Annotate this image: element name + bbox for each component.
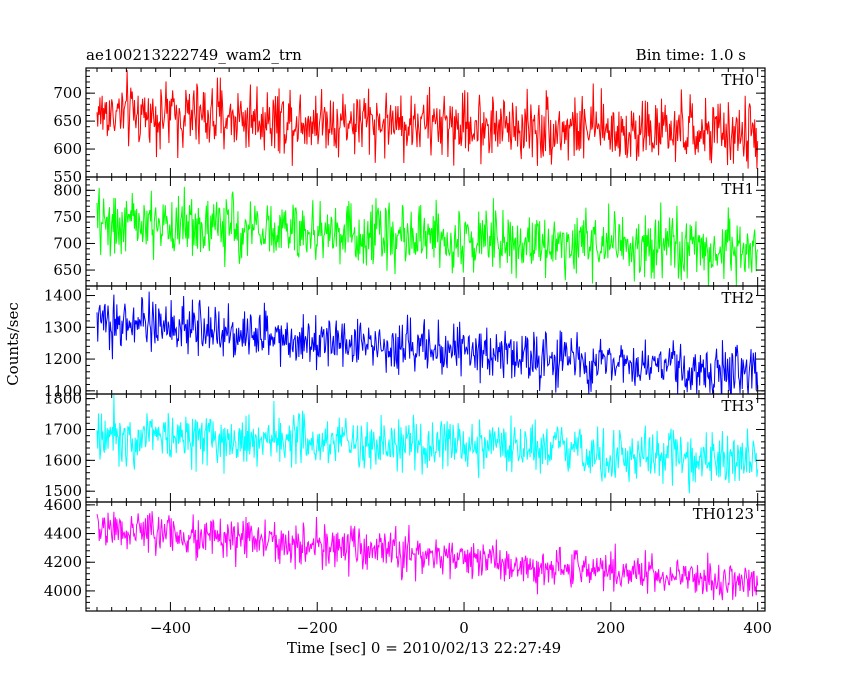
series-line-th2 [96, 291, 759, 394]
x-tick-label: −200 [297, 619, 338, 637]
series-line-th1 [96, 186, 759, 286]
x-tick-label: −400 [150, 619, 191, 637]
y-tick-label: 600 [53, 140, 82, 158]
y-tick-label: 4000 [44, 582, 82, 600]
x-tick-label: 0 [459, 619, 469, 637]
y-tick-label: 550 [53, 168, 82, 186]
y-tick-label: 650 [53, 112, 82, 130]
y-tick-label: 750 [53, 208, 82, 226]
series-label-th3: TH3 [721, 397, 754, 415]
y-tick-label: 700 [53, 234, 82, 252]
y-tick-label: 4200 [44, 553, 82, 571]
x-tick-label: 400 [743, 619, 772, 637]
y-tick-label: 1600 [44, 451, 82, 469]
series-line-th3 [96, 395, 759, 494]
x-tick-label: 200 [597, 619, 626, 637]
axes-layer: 550 600 650 700 TH0 650 700 750 800 TH1 1100 1200 13… [44, 67, 772, 637]
y-tick-label: 800 [53, 181, 82, 199]
series-label-th0123: TH0123 [693, 505, 754, 523]
series-line-th0123 [96, 511, 759, 601]
x-axis-label: Time [sec] 0 = 2010/02/13 22:27:49 [287, 639, 561, 657]
bin-time-label: Bin time: 1.0 s [636, 46, 746, 64]
y-tick-label: 1500 [44, 482, 82, 500]
y-tick-label: 1700 [44, 420, 82, 438]
series-label-th0: TH0 [721, 71, 754, 89]
panel-frame-th0123 [85, 501, 766, 612]
trace-layer [96, 70, 759, 601]
series-label-th1: TH1 [721, 180, 754, 198]
y-tick-label: 1400 [44, 287, 82, 305]
y-tick-label: 4600 [44, 496, 82, 514]
y-tick-label: 700 [53, 84, 82, 102]
y-tick-label: 1800 [44, 390, 82, 408]
y-axis-label: Counts/sec [4, 302, 22, 386]
y-tick-label: 1100 [44, 382, 82, 400]
chart-title: ae100213222749_wam2_trn [86, 46, 302, 64]
y-tick-label: 1200 [44, 350, 82, 368]
y-tick-label: 650 [53, 261, 82, 279]
y-tick-label: 4400 [44, 525, 82, 543]
series-label-th2: TH2 [721, 289, 754, 307]
series-line-th0 [96, 70, 759, 169]
y-tick-label: 1300 [44, 318, 82, 336]
